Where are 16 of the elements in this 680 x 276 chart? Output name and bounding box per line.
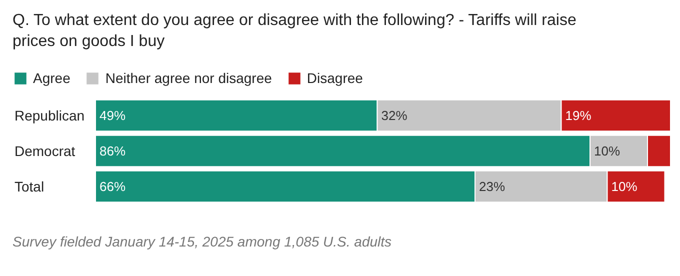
y-tick-label: Total (14, 178, 44, 194)
data-label: 32% (381, 108, 408, 123)
data-label: 19% (565, 108, 592, 123)
text: Survey fielded January 14-15, 2025 among 1,085 U.S. adults (12, 234, 392, 250)
y-tick-label: Republican (14, 108, 85, 124)
legend-label: Neither agree nor disagree (105, 70, 272, 86)
chart-title: Q. To what extent do you agree or disagree with the following? - Tariffs will raise prices on goods I buy (12, 12, 576, 50)
legend-label: Disagree (306, 70, 363, 86)
legend-label: Agree (33, 70, 70, 86)
data-label: 23% (479, 179, 506, 194)
data-label: 86% (100, 144, 126, 158)
data-label: 49% (100, 108, 126, 123)
data-label: 10% (594, 144, 620, 158)
data-label: 10% (611, 179, 638, 194)
data-label: 66% (100, 179, 126, 194)
y-tick-label: Democrat (14, 143, 76, 159)
